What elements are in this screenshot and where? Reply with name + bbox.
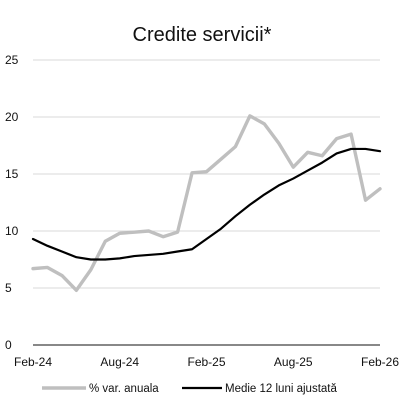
plot-area: [31, 114, 382, 292]
chart-title: Credite servicii*: [133, 24, 272, 46]
x-tick-label: Feb-26: [361, 355, 399, 369]
legend-label-medie-12-luni: Medie 12 luni ajustată: [225, 383, 337, 395]
x-tick-label: Feb-25: [187, 355, 225, 369]
y-tick-label: 0: [5, 338, 12, 352]
legend: % var. anuala Medie 12 luni ajustată: [42, 383, 337, 395]
x-tick-label: Feb-24: [14, 355, 52, 369]
y-axis-ticks: 0 5 10 15 20 25: [5, 53, 19, 352]
y-tick-label: 15: [5, 167, 19, 181]
series-line-0: [31, 114, 382, 292]
y-tick-label: 20: [5, 110, 19, 124]
series-line-1: [31, 147, 382, 261]
y-tick-label: 10: [5, 224, 19, 238]
legend-label-pct-var-anuala: % var. anuala: [89, 383, 159, 395]
x-tick-label: Aug-24: [100, 355, 139, 369]
grid: [33, 59, 380, 346]
y-tick-label: 5: [5, 281, 12, 295]
y-tick-label: 25: [5, 53, 19, 67]
x-tick-label: Aug-25: [274, 355, 313, 369]
x-axis-ticks: Feb-24 Aug-24 Feb-25 Aug-25 Feb-26: [14, 355, 399, 369]
